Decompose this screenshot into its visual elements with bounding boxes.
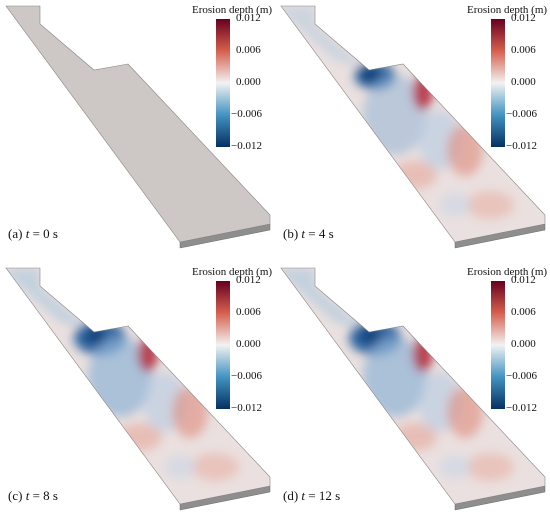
colorbar <box>491 281 505 409</box>
panel-label: (b) <box>283 226 302 241</box>
flume-surface <box>280 267 546 511</box>
colorbar-tick: −0.006 <box>231 108 262 120</box>
time-value: = 8 s <box>29 488 58 503</box>
colorbar-tick: 0.006 <box>236 44 261 56</box>
colorbar-tick: 0.012 <box>511 12 536 24</box>
panel-a: Erosion depth (m) 0.012 0.006 0.000 −0.006 −0… <box>0 0 275 262</box>
colorbar-tick: 0.000 <box>511 76 536 88</box>
flume-surface <box>5 267 271 511</box>
panel-c: Erosion depth (m) 0.012 0.006 0.000 −0.006 −0… <box>0 262 275 524</box>
colorbar-tick: −0.006 <box>231 370 262 382</box>
colorbar <box>216 19 230 147</box>
colorbar-tick: −0.006 <box>506 108 537 120</box>
colorbar-title: Erosion depth (m) <box>192 266 273 278</box>
colorbar-tick: 0.000 <box>236 338 261 350</box>
flume-surface <box>280 5 546 249</box>
erosion-field <box>281 6 514 219</box>
colorbar-tick: 0.006 <box>236 306 261 318</box>
colorbar <box>491 19 505 147</box>
colorbar <box>216 281 230 409</box>
panel-label: (c) <box>8 488 26 503</box>
flume-outline <box>5 267 271 505</box>
colorbar-tick: −0.012 <box>506 402 537 414</box>
panel-d: Erosion depth (m) 0.012 0.006 0.000 −0.006 −0… <box>275 262 550 524</box>
colorbar-tick: 0.012 <box>236 274 261 286</box>
flume-surface <box>5 5 271 249</box>
panel-b: Erosion depth (m) 0.012 0.006 0.000 −0.006 −0… <box>275 0 550 262</box>
colorbar-tick: 0.000 <box>236 76 261 88</box>
time-value: = 12 s <box>305 488 341 503</box>
time-variable: t <box>25 226 30 241</box>
time-variable: t <box>301 226 306 241</box>
colorbar-title: Erosion depth (m) <box>192 4 273 16</box>
colorbar-tick: −0.006 <box>506 370 537 382</box>
panel-caption: (b) t = 4 s <box>283 226 334 242</box>
colorbar-tick: 0.000 <box>511 338 536 350</box>
colorbar-tick: −0.012 <box>231 140 262 152</box>
flume-outline <box>280 267 546 505</box>
panel-caption: (c) t = 8 s <box>8 488 58 504</box>
colorbar-tick: 0.012 <box>511 274 536 286</box>
colorbar-tick: 0.006 <box>511 306 536 318</box>
colorbar-tick: 0.012 <box>236 12 261 24</box>
colorbar-tick: −0.012 <box>506 140 537 152</box>
panel-label: (d) <box>283 488 302 503</box>
colorbar-tick: −0.012 <box>231 402 262 414</box>
time-value: = 0 s <box>29 226 58 241</box>
colorbar-tick: 0.006 <box>511 44 536 56</box>
flume-bed <box>5 5 271 243</box>
flume-outline <box>280 5 546 243</box>
panel-caption: (d) t = 12 s <box>283 488 340 504</box>
time-variable: t <box>25 488 30 503</box>
colorbar-title: Erosion depth (m) <box>467 266 548 278</box>
panel-caption: (a) t = 0 s <box>8 226 58 242</box>
time-variable: t <box>301 488 306 503</box>
time-value: = 4 s <box>305 226 334 241</box>
panel-label: (a) <box>8 226 26 241</box>
colorbar-title: Erosion depth (m) <box>467 4 548 16</box>
erosion-field <box>6 268 239 481</box>
